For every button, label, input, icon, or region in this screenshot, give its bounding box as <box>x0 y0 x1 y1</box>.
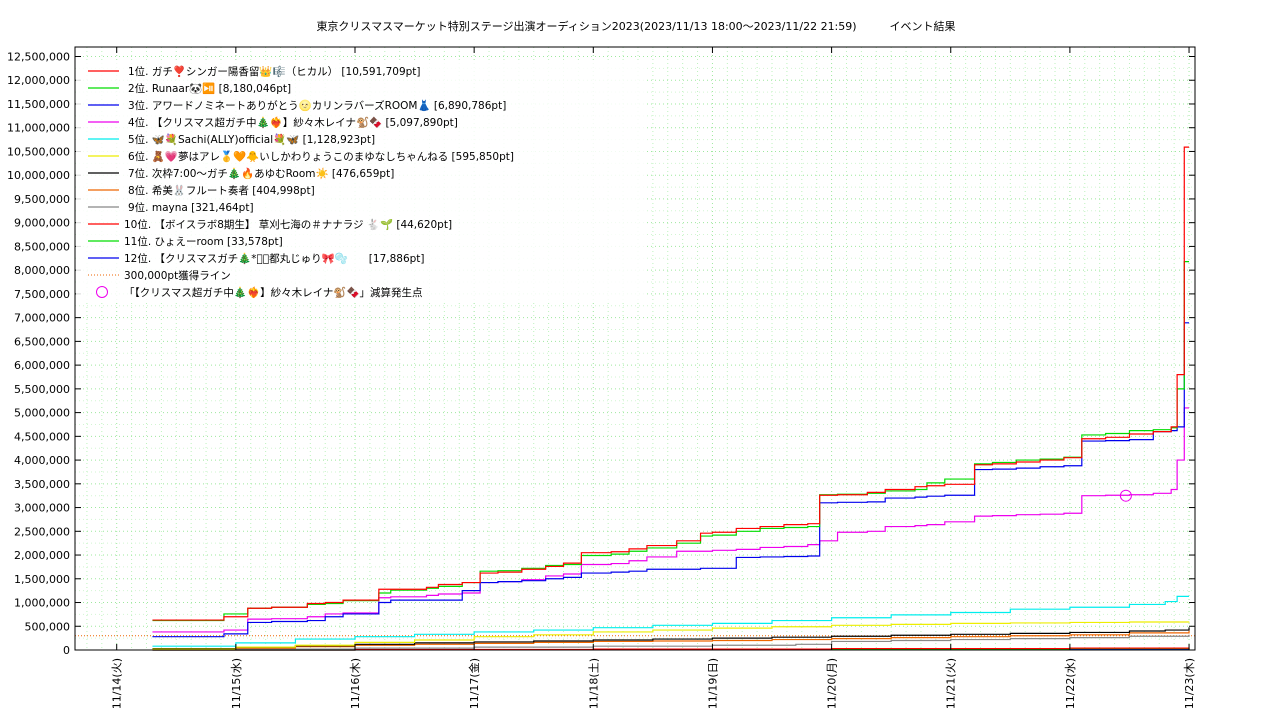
y-tick-label: 7,500,000 <box>14 288 70 301</box>
legend: 1位. ガチ❣️シンガー陽香留👑🎼（ヒカル） [10,591,709pt] 2位.… <box>76 62 646 302</box>
x-tick-label: 11/14(火) <box>111 658 124 709</box>
x-tick-label: 11/21(火) <box>945 658 958 709</box>
legend-entry: 4位. 【クリスマス超ガチ中🎄❤️‍🔥】紗々木レイナ🐒🍫 [5,097,890p… <box>128 116 458 129</box>
y-tick-label: 9,500,000 <box>14 193 70 206</box>
legend-entry: 2位. Runaar🐼⏯️ [8,180,046pt] <box>128 82 291 95</box>
y-tick-label: 3,000,000 <box>14 502 70 515</box>
y-tick-label: 8,000,000 <box>14 264 70 277</box>
y-tick-label: 8,500,000 <box>14 240 70 253</box>
legend-entry: 6位. 🧸💗夢はアレ🥇🧡🐥いしかわりょうこのまゆなしちゃんねる [595,850… <box>128 150 514 163</box>
y-tick-label: 4,000,000 <box>14 454 70 467</box>
y-tick-label: 2,000,000 <box>14 549 70 562</box>
x-tick-label: 11/17(金) <box>467 658 481 709</box>
chart-title: 東京クリスマスマーケット特別ステージ出演オーディション2023(2023/11/… <box>316 19 955 33</box>
legend-entry: 8位. 希美🐰フルート奏者 [404,998pt] <box>128 184 315 197</box>
y-tick-label: 6,000,000 <box>14 359 70 372</box>
legend-entry: 10位. 【ボイスラボ8期生】 草刈七海の＃ナナラジ 🐇🌱 [44,620pt] <box>124 218 452 231</box>
x-tick-label: 11/22(水) <box>1064 658 1077 709</box>
y-tick-label: 10,500,000 <box>7 145 70 158</box>
y-tick-label: 3,500,000 <box>14 478 70 491</box>
x-tick-label: 11/19(日) <box>706 658 719 709</box>
y-tick-label: 7,000,000 <box>14 312 70 325</box>
series-line <box>152 634 1190 651</box>
legend-entry: 1位. ガチ❣️シンガー陽香留👑🎼（ヒカル） [10,591,709pt] <box>128 65 421 78</box>
legend-entry: 12位. 【クリスマスガチ🎄*ﾟ】都丸じゅり🎀🫧 [17,886pt] <box>124 252 425 265</box>
plot-frame <box>74 46 1196 651</box>
y-tick-label: 11,000,000 <box>7 122 70 135</box>
y-tick-label: 0 <box>63 644 70 657</box>
series-line <box>152 407 1190 633</box>
y-tick-label: 500,000 <box>25 620 71 633</box>
series-line <box>152 146 1190 621</box>
legend-entry: 「【クリスマス超ガチ中🎄❤️‍🔥】紗々木レイナ🐒🍫」減算発生点 <box>124 286 423 299</box>
legend-entry: 9位. mayna [321,464pt] <box>128 201 254 214</box>
y-tick-label: 4,500,000 <box>14 430 70 443</box>
legend-entry: 5位. 🦋💐Sachi(ALLY)official💐🦋 [1,128,923pt… <box>128 133 375 146</box>
y-tick-label: 9,000,000 <box>14 217 70 230</box>
x-tick-label: 11/20(月) <box>826 658 839 709</box>
legend-background <box>76 62 646 302</box>
y-tick-label: 12,500,000 <box>7 50 70 63</box>
y-tick-label: 6,500,000 <box>14 335 70 348</box>
legend-marker <box>96 286 108 298</box>
x-tick-label: 11/15(水) <box>230 658 243 709</box>
y-tick-label: 1,000,000 <box>14 597 70 610</box>
legend-entry: 300,000pt獲得ライン <box>124 269 231 282</box>
y-tick-label: 5,500,000 <box>14 383 70 396</box>
marker-group <box>1119 489 1132 502</box>
marker-point <box>1119 489 1132 502</box>
legend-entry: 11位. ひょえーroom [33,578pt] <box>124 235 283 248</box>
series-line <box>152 322 1190 638</box>
y-tick-label: 12,000,000 <box>7 74 70 87</box>
series-line <box>152 621 1190 650</box>
x-tick-label: 11/23(木) <box>1183 658 1196 709</box>
series-line <box>152 595 1190 647</box>
y-tick-label: 1,500,000 <box>14 573 70 586</box>
x-tick-label: 11/18(土) <box>587 658 600 709</box>
y-tick-label: 11,500,000 <box>7 98 70 111</box>
axes: 0 500,000 1,000,000 1,500,000 2,000,000 2,500… <box>7 47 1196 709</box>
legend-entry: 7位. 次枠7:00～ガチ🎄🔥あゆむRoom☀️ [476,659pt] <box>128 167 394 180</box>
x-tick-label: 11/16(木) <box>349 658 362 709</box>
y-tick-label: 2,500,000 <box>14 525 70 538</box>
legend-entry: 3位. アワードノミネートありがとう🌝カリンラバーズROOM👗 [6,890,7… <box>128 99 506 112</box>
y-tick-label: 5,000,000 <box>14 407 70 420</box>
y-tick-label: 10,000,000 <box>7 169 70 182</box>
